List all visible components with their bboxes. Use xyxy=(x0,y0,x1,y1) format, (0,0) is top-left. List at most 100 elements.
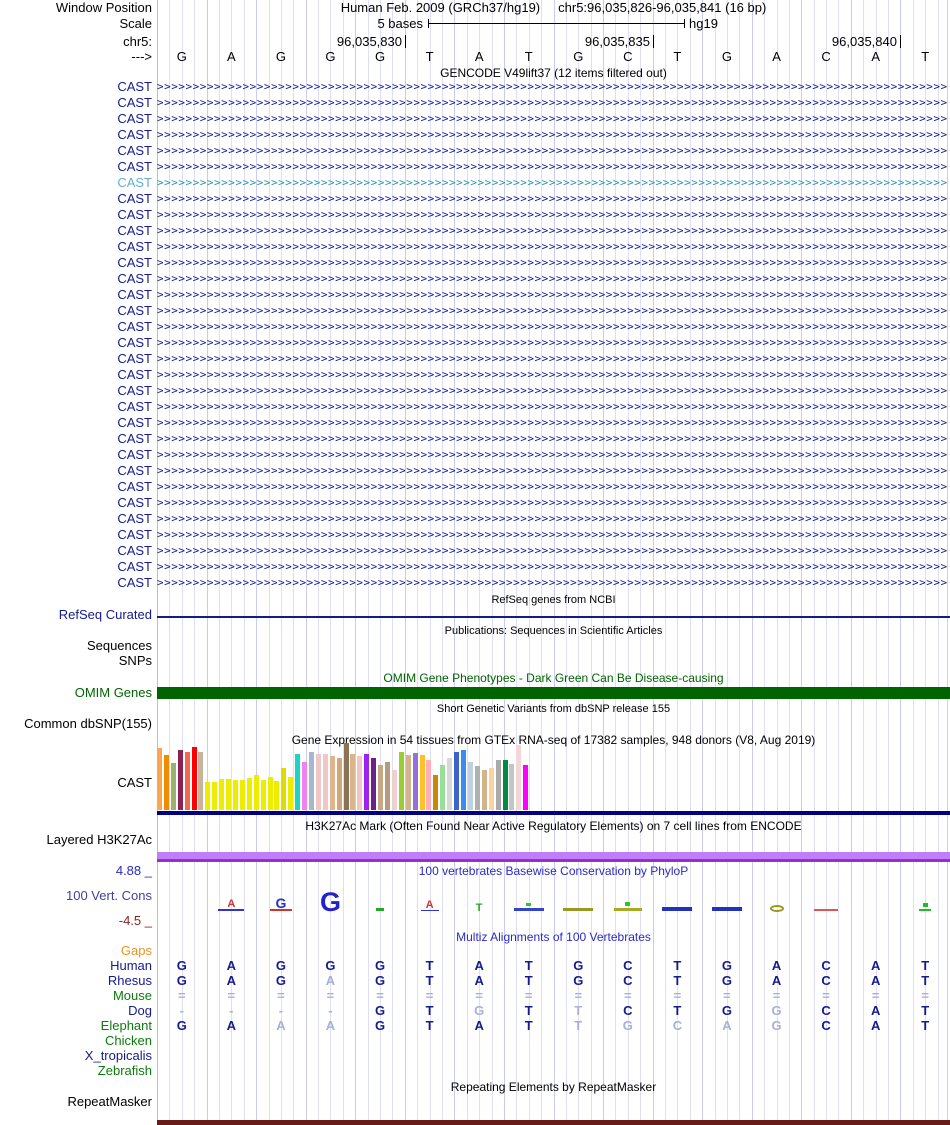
gencode-transcript-label[interactable]: CAST xyxy=(117,543,152,558)
gencode-transcript-label[interactable]: CAST xyxy=(117,431,152,446)
gtex-tissue-bar[interactable] xyxy=(502,760,508,810)
gtex-tissue-bar[interactable] xyxy=(212,782,218,810)
gtex-tissue-bar[interactable] xyxy=(246,778,252,810)
gencode-transcript-row[interactable]: >>>>>>>>>>>>>>>>>>>>>>>>>>>>>>>>>>>>>>>>… xyxy=(157,160,948,173)
gencode-transcript-label[interactable]: CAST xyxy=(117,495,152,510)
gencode-transcript-row[interactable]: >>>>>>>>>>>>>>>>>>>>>>>>>>>>>>>>>>>>>>>>… xyxy=(157,304,948,317)
gtex-tissue-bar[interactable] xyxy=(157,748,162,810)
gencode-transcript-row[interactable]: >>>>>>>>>>>>>>>>>>>>>>>>>>>>>>>>>>>>>>>>… xyxy=(157,496,948,509)
gencode-transcript-row[interactable]: >>>>>>>>>>>>>>>>>>>>>>>>>>>>>>>>>>>>>>>>… xyxy=(157,320,948,333)
sequences-label[interactable]: Sequences xyxy=(86,638,152,653)
layered-h3k27ac-label[interactable]: Layered H3K27Ac xyxy=(46,832,152,847)
gencode-transcript-label[interactable]: CAST xyxy=(117,191,152,206)
gencode-transcript-row[interactable]: >>>>>>>>>>>>>>>>>>>>>>>>>>>>>>>>>>>>>>>>… xyxy=(157,144,948,157)
gtex-tissue-bar[interactable] xyxy=(219,779,225,810)
gencode-transcript-label[interactable]: CAST xyxy=(117,511,152,526)
gtex-tissue-bar[interactable] xyxy=(488,768,494,810)
gtex-tissue-bar[interactable] xyxy=(516,745,522,810)
h3k27ac-signal-bar[interactable] xyxy=(157,852,950,859)
gencode-transcript-row[interactable]: >>>>>>>>>>>>>>>>>>>>>>>>>>>>>>>>>>>>>>>>… xyxy=(157,208,948,221)
gaps-label[interactable]: Gaps xyxy=(120,943,152,958)
refseq-curated-label[interactable]: RefSeq Curated xyxy=(58,607,152,622)
gtex-tissue-bar[interactable] xyxy=(233,780,238,810)
multiz-species-label[interactable]: Mouse xyxy=(112,988,152,1003)
gencode-transcript-label[interactable]: CAST xyxy=(117,287,152,302)
gencode-transcript-label[interactable]: CAST xyxy=(117,79,152,94)
gtex-tissue-bar[interactable] xyxy=(315,754,321,810)
gencode-transcript-row[interactable]: >>>>>>>>>>>>>>>>>>>>>>>>>>>>>>>>>>>>>>>>… xyxy=(157,128,948,141)
gtex-tissue-bar[interactable] xyxy=(177,750,183,810)
gencode-transcript-label[interactable]: CAST xyxy=(117,271,152,286)
gencode-transcript-label[interactable]: CAST xyxy=(117,159,152,174)
gtex-tissue-bar[interactable] xyxy=(509,764,515,810)
gencode-transcript-label[interactable]: CAST xyxy=(117,479,152,494)
gtex-tissue-bar[interactable] xyxy=(467,762,473,810)
gtex-tissue-bar[interactable] xyxy=(191,747,197,810)
gencode-transcript-label[interactable]: CAST xyxy=(117,559,152,574)
gencode-transcript-row[interactable]: >>>>>>>>>>>>>>>>>>>>>>>>>>>>>>>>>>>>>>>>… xyxy=(157,576,948,589)
repeatmasker-element-bar[interactable] xyxy=(157,1120,950,1125)
gencode-transcript-row[interactable]: >>>>>>>>>>>>>>>>>>>>>>>>>>>>>>>>>>>>>>>>… xyxy=(157,352,948,365)
gtex-tissue-bar[interactable] xyxy=(295,754,301,810)
gtex-tissue-bar[interactable] xyxy=(260,780,266,810)
gencode-transcript-label[interactable]: CAST xyxy=(117,447,152,462)
multiz-species-label[interactable]: Elephant xyxy=(100,1018,152,1033)
multiz-species-label[interactable]: Human xyxy=(110,958,152,973)
gtex-tissue-bar[interactable] xyxy=(281,768,287,810)
gencode-transcript-label[interactable]: CAST xyxy=(117,527,152,542)
gencode-transcript-label[interactable]: CAST xyxy=(117,415,152,430)
gtex-tissue-bar[interactable] xyxy=(412,753,418,810)
gencode-transcript-label[interactable]: CAST xyxy=(117,463,152,478)
gtex-tissue-bar[interactable] xyxy=(461,750,467,810)
gencode-transcript-label[interactable]: CAST xyxy=(117,143,152,158)
gtex-gene-label[interactable]: CAST xyxy=(117,775,152,790)
gtex-tissue-bar[interactable] xyxy=(253,775,259,810)
gtex-tissue-bar[interactable] xyxy=(419,755,425,810)
gtex-expression-chart[interactable] xyxy=(157,740,537,810)
vert-cons-label[interactable]: 100 Vert. Cons xyxy=(66,888,152,903)
gencode-transcript-row[interactable]: >>>>>>>>>>>>>>>>>>>>>>>>>>>>>>>>>>>>>>>>… xyxy=(157,112,948,125)
omim-gene-bar[interactable] xyxy=(157,687,950,699)
gtex-tissue-bar[interactable] xyxy=(371,758,377,810)
gtex-tissue-bar[interactable] xyxy=(378,765,384,810)
gencode-transcript-row[interactable]: >>>>>>>>>>>>>>>>>>>>>>>>>>>>>>>>>>>>>>>>… xyxy=(157,272,948,285)
multiz-species-label[interactable]: X_tropicalis xyxy=(84,1048,152,1063)
gtex-tissue-bar[interactable] xyxy=(343,743,349,810)
gencode-transcript-row[interactable]: >>>>>>>>>>>>>>>>>>>>>>>>>>>>>>>>>>>>>>>>… xyxy=(157,416,948,429)
gencode-transcript-label[interactable]: CAST xyxy=(117,111,152,126)
multiz-species-label[interactable]: Dog xyxy=(128,1003,152,1018)
gencode-transcript-row[interactable]: >>>>>>>>>>>>>>>>>>>>>>>>>>>>>>>>>>>>>>>>… xyxy=(157,80,948,93)
repeatmasker-label[interactable]: RepeatMasker xyxy=(67,1094,152,1109)
gtex-tissue-bar[interactable] xyxy=(350,754,356,810)
gencode-transcript-row[interactable]: >>>>>>>>>>>>>>>>>>>>>>>>>>>>>>>>>>>>>>>>… xyxy=(157,192,948,205)
gencode-transcript-row[interactable]: >>>>>>>>>>>>>>>>>>>>>>>>>>>>>>>>>>>>>>>>… xyxy=(157,368,948,381)
gencode-transcript-row[interactable]: >>>>>>>>>>>>>>>>>>>>>>>>>>>>>>>>>>>>>>>>… xyxy=(157,256,948,269)
gencode-transcript-row[interactable]: >>>>>>>>>>>>>>>>>>>>>>>>>>>>>>>>>>>>>>>>… xyxy=(157,288,948,301)
gencode-transcript-row[interactable]: >>>>>>>>>>>>>>>>>>>>>>>>>>>>>>>>>>>>>>>>… xyxy=(157,560,948,573)
gtex-tissue-bar[interactable] xyxy=(385,762,391,810)
gencode-transcript-row[interactable]: >>>>>>>>>>>>>>>>>>>>>>>>>>>>>>>>>>>>>>>>… xyxy=(157,448,948,461)
gtex-tissue-bar[interactable] xyxy=(239,780,245,810)
gencode-transcript-label[interactable]: CAST xyxy=(117,575,152,590)
snps-label[interactable]: SNPs xyxy=(118,653,152,668)
gtex-tissue-bar[interactable] xyxy=(198,752,204,810)
gencode-transcript-label[interactable]: CAST xyxy=(117,399,152,414)
gencode-transcript-row[interactable]: >>>>>>>>>>>>>>>>>>>>>>>>>>>>>>>>>>>>>>>>… xyxy=(157,400,948,413)
gtex-tissue-bar[interactable] xyxy=(336,758,342,810)
gencode-transcript-row[interactable]: >>>>>>>>>>>>>>>>>>>>>>>>>>>>>>>>>>>>>>>>… xyxy=(157,480,948,493)
gencode-transcript-label[interactable]: CAST xyxy=(117,303,152,318)
multiz-species-label[interactable]: Chicken xyxy=(105,1033,152,1048)
gencode-transcript-label[interactable]: CAST xyxy=(117,383,152,398)
gencode-transcript-label[interactable]: CAST xyxy=(117,127,152,142)
gtex-tissue-bar[interactable] xyxy=(322,754,328,810)
gtex-tissue-bar[interactable] xyxy=(309,752,315,810)
gtex-tissue-bar[interactable] xyxy=(391,770,397,810)
gencode-transcript-label[interactable]: CAST xyxy=(117,207,152,222)
gencode-transcript-row[interactable]: >>>>>>>>>>>>>>>>>>>>>>>>>>>>>>>>>>>>>>>>… xyxy=(157,96,948,109)
omim-genes-label[interactable]: OMIM Genes xyxy=(74,685,152,700)
gencode-transcript-label[interactable]: CAST xyxy=(117,239,152,254)
gencode-transcript-row[interactable]: >>>>>>>>>>>>>>>>>>>>>>>>>>>>>>>>>>>>>>>>… xyxy=(157,512,948,525)
gtex-gene-model-bar[interactable] xyxy=(157,811,950,815)
gtex-tissue-bar[interactable] xyxy=(440,765,446,810)
gencode-transcript-row[interactable]: >>>>>>>>>>>>>>>>>>>>>>>>>>>>>>>>>>>>>>>>… xyxy=(157,224,948,237)
